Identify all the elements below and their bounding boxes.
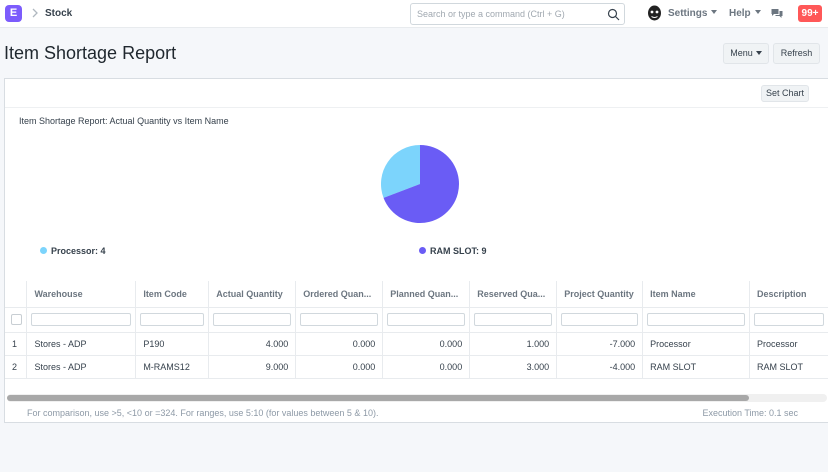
filter-input-item-code[interactable] bbox=[140, 313, 205, 326]
cell-warehouse[interactable]: Stores - ADP bbox=[26, 355, 137, 379]
notifications-badge[interactable]: 99+ bbox=[798, 5, 822, 22]
filter-cell bbox=[749, 307, 828, 333]
pie-slice-ram-slot[interactable] bbox=[383, 145, 459, 223]
column-header-warehouse[interactable]: Warehouse bbox=[26, 281, 137, 308]
cell-planned-quantity[interactable]: 0.000 bbox=[382, 332, 471, 356]
filter-cell bbox=[295, 307, 384, 333]
filter-cell bbox=[26, 307, 137, 333]
cell-reserved-quantity[interactable]: 3.000 bbox=[469, 355, 558, 379]
legend-label-processor: Processor: 4 bbox=[51, 246, 106, 256]
menu-button-label: Menu bbox=[730, 48, 753, 58]
filter-input-actual-quantity[interactable] bbox=[213, 313, 292, 326]
set-chart-button[interactable]: Set Chart bbox=[761, 85, 809, 102]
filter-cell bbox=[556, 307, 644, 333]
row-index: 2 bbox=[5, 355, 28, 379]
cell-warehouse[interactable]: Stores - ADP bbox=[26, 332, 137, 356]
chevron-right-icon bbox=[32, 8, 38, 18]
legend-label-ram-slot: RAM SLOT: 9 bbox=[430, 246, 487, 256]
filter-cell bbox=[208, 307, 297, 333]
column-header-item-name[interactable]: Item Name bbox=[642, 281, 750, 308]
cell-actual-quantity[interactable]: 9.000 bbox=[208, 355, 297, 379]
header-row: Warehouse Item Code Actual Quantity Orde… bbox=[5, 281, 828, 308]
column-header-ordered-quantity[interactable]: Ordered Quan... bbox=[295, 281, 384, 308]
cell-item-name[interactable]: Processor bbox=[642, 332, 750, 356]
menu-button[interactable]: Menu bbox=[723, 43, 769, 64]
search-icon bbox=[607, 8, 620, 21]
navbar: E Stock Settings Help 99+ bbox=[0, 0, 828, 28]
filter-cell bbox=[5, 307, 28, 333]
legend-item-ram-slot: RAM SLOT: 9 bbox=[419, 246, 487, 256]
filter-cell bbox=[469, 307, 558, 333]
column-header-description[interactable]: Description bbox=[749, 281, 828, 308]
page-title: Item Shortage Report bbox=[4, 43, 177, 63]
help-menu[interactable]: Help bbox=[729, 8, 761, 19]
settings-menu[interactable]: Settings bbox=[668, 8, 718, 19]
pie-chart bbox=[381, 145, 459, 223]
scrollbar-thumb[interactable] bbox=[7, 395, 749, 401]
filter-input-ordered-quantity[interactable] bbox=[300, 313, 379, 326]
chart-title: Item Shortage Report: Actual Quantity vs… bbox=[19, 116, 229, 126]
filter-input-item-name[interactable] bbox=[647, 313, 745, 326]
chart-area: Item Shortage Report: Actual Quantity vs… bbox=[5, 107, 828, 359]
app-logo[interactable]: E bbox=[5, 5, 22, 22]
settings-label: Settings bbox=[668, 8, 708, 19]
awesome-bar[interactable] bbox=[410, 3, 625, 25]
report-grid: Warehouse Item Code Actual Quantity Orde… bbox=[5, 281, 828, 379]
filter-cell bbox=[382, 307, 471, 333]
filter-input-reserved-quantity[interactable] bbox=[474, 313, 553, 326]
column-header-reserved-quantity[interactable]: Reserved Qua... bbox=[469, 281, 558, 308]
user-avatar-icon[interactable] bbox=[647, 5, 662, 22]
filter-input-project-quantity[interactable] bbox=[561, 313, 639, 326]
cell-reserved-quantity[interactable]: 1.000 bbox=[469, 332, 558, 356]
cell-project-quantity[interactable]: -4.000 bbox=[556, 355, 644, 379]
filter-cell bbox=[135, 307, 210, 333]
cell-item-code[interactable]: P190 bbox=[135, 332, 210, 356]
filter-help-text: For comparison, use >5, <10 or =324. For… bbox=[27, 408, 379, 418]
help-label: Help bbox=[729, 8, 751, 19]
filter-input-warehouse[interactable] bbox=[31, 313, 132, 326]
table-row[interactable]: 2 Stores - ADP M-RAMS12 9.000 0.000 0.00… bbox=[5, 355, 828, 379]
chat-icon[interactable] bbox=[771, 8, 783, 19]
caret-down-icon bbox=[711, 10, 718, 14]
cell-planned-quantity[interactable]: 0.000 bbox=[382, 355, 471, 379]
filter-cell bbox=[642, 307, 750, 333]
cell-actual-quantity[interactable]: 4.000 bbox=[208, 332, 297, 356]
cell-description[interactable]: RAM SLOT bbox=[749, 355, 828, 379]
cell-ordered-quantity[interactable]: 0.000 bbox=[295, 355, 384, 379]
select-all-checkbox[interactable] bbox=[11, 314, 22, 325]
refresh-button[interactable]: Refresh bbox=[773, 43, 820, 64]
legend-dot-processor bbox=[40, 247, 47, 254]
cell-ordered-quantity[interactable]: 0.000 bbox=[295, 332, 384, 356]
horizontal-scrollbar[interactable] bbox=[7, 394, 827, 402]
caret-down-icon bbox=[755, 51, 762, 55]
cell-item-code[interactable]: M-RAMS12 bbox=[135, 355, 210, 379]
legend-dot-ram-slot bbox=[419, 247, 426, 254]
row-index: 1 bbox=[5, 332, 28, 356]
report-card: Set Chart Item Shortage Report: Actual Q… bbox=[4, 78, 828, 423]
table-row[interactable]: 1 Stores - ADP P190 4.000 0.000 0.000 1.… bbox=[5, 332, 828, 356]
pie-slice-processor[interactable] bbox=[381, 145, 420, 198]
column-header-planned-quantity[interactable]: Planned Quan... bbox=[382, 281, 471, 308]
execution-time: Execution Time: 0.1 sec bbox=[702, 408, 798, 418]
caret-down-icon bbox=[754, 10, 761, 14]
column-header-project-quantity[interactable]: Project Quantity bbox=[556, 281, 644, 308]
column-header-actual-quantity[interactable]: Actual Quantity bbox=[208, 281, 297, 308]
column-header-row-index bbox=[5, 281, 28, 308]
cell-project-quantity[interactable]: -7.000 bbox=[556, 332, 644, 356]
filter-input-description[interactable] bbox=[753, 313, 824, 326]
filter-input-planned-quantity[interactable] bbox=[387, 313, 466, 326]
legend-item-processor: Processor: 4 bbox=[40, 246, 106, 256]
cell-description[interactable]: Processor bbox=[749, 332, 828, 356]
breadcrumb-stock[interactable]: Stock bbox=[45, 8, 73, 19]
cell-item-name[interactable]: RAM SLOT bbox=[642, 355, 750, 379]
filter-row bbox=[5, 307, 828, 333]
column-header-item-code[interactable]: Item Code bbox=[135, 281, 210, 308]
search-input[interactable] bbox=[417, 7, 602, 21]
